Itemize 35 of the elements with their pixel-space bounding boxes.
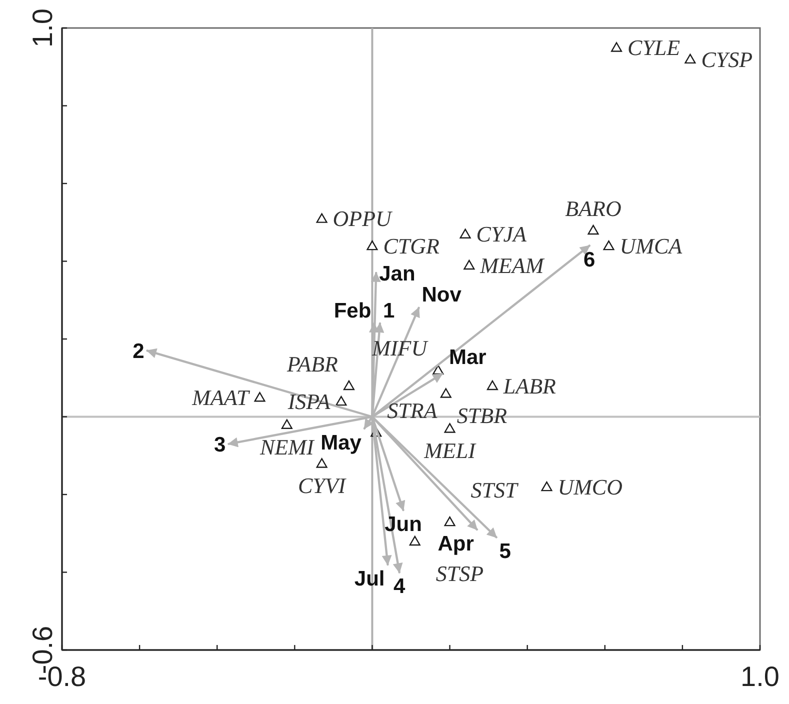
- annotation: STST: [470, 477, 520, 502]
- annotation: STSP: [436, 560, 484, 586]
- series-label: Nov: [422, 284, 462, 307]
- annotation: MEAM: [479, 252, 546, 278]
- annotation: PABR: [286, 351, 339, 376]
- series-label: 3: [214, 433, 226, 456]
- series-label: Feb: [334, 299, 372, 322]
- series-label: Apr: [438, 532, 474, 556]
- annotation: MAAT: [191, 385, 251, 410]
- series-label: 2: [132, 340, 144, 364]
- series-label: May: [320, 431, 362, 454]
- annotation: ISPA: [286, 388, 331, 414]
- annotation: MELI: [423, 438, 478, 464]
- annotation: CYLE: [628, 35, 681, 60]
- annotation: NEMI: [259, 434, 316, 460]
- annotation: LABR: [502, 373, 557, 398]
- series-label: Jun: [384, 512, 422, 536]
- annotation: BARO: [565, 196, 622, 221]
- annotation: OPPU: [332, 206, 394, 232]
- annotation: CYVI: [298, 473, 348, 498]
- annotation: UMCO: [558, 474, 623, 500]
- annotation: STRA: [387, 398, 438, 423]
- series-label: Jan: [379, 262, 416, 286]
- series-label: 5: [499, 540, 512, 564]
- annotation: MIFU: [371, 336, 430, 361]
- series-label: 1: [382, 299, 395, 322]
- series-label: Jul: [354, 567, 385, 590]
- annotation: STBR: [456, 403, 508, 428]
- series-label: Mar: [449, 346, 486, 369]
- annotation: CTGR: [383, 233, 440, 258]
- series-label: 4: [394, 575, 406, 598]
- series-label: 6: [584, 248, 596, 272]
- annotation: CYJA: [476, 222, 527, 247]
- annotation: UMCA: [620, 233, 683, 258]
- annotation: CYSP: [701, 46, 753, 72]
